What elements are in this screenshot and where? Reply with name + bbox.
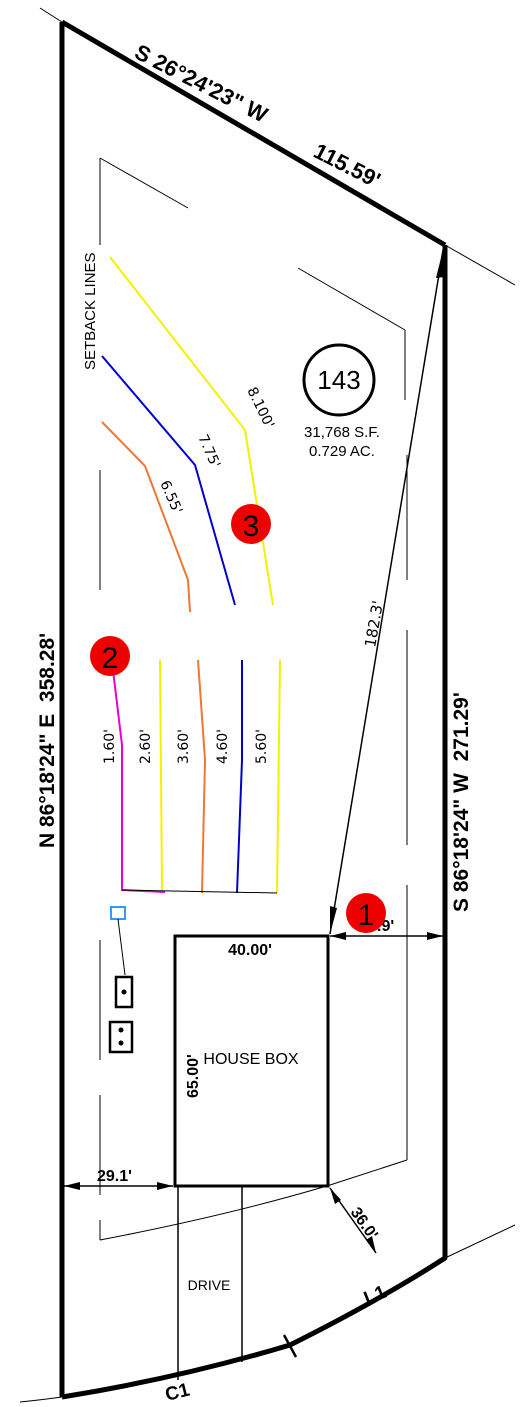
curve-break-tick [282, 1334, 298, 1358]
marker-2-circle [90, 636, 130, 676]
right-offset-arrow-right [427, 932, 443, 940]
setback-lines-label: SETBACK LINES [82, 252, 99, 370]
house-depth-label: 65.00' [185, 1054, 202, 1098]
right-offset-arrow-left [330, 932, 346, 940]
corner-offset-arrow-top [330, 1188, 341, 1204]
left-offset-arrow-right [157, 1182, 173, 1190]
boundary-north [60, 19, 447, 248]
left-offset-arrow-left [64, 1182, 80, 1190]
contour-label-3-60: 3.60' [176, 729, 192, 764]
bearing-top: S 26°24'23" W [131, 39, 272, 127]
marker-1-label: 1 [358, 899, 375, 932]
lot-area-sf: 31,768 S.F. [304, 424, 380, 441]
lot-number: 143 [317, 365, 360, 395]
utility-box-1-dot [121, 989, 127, 995]
lot-number-circle [302, 343, 376, 417]
contour-line-orange-lower [197, 659, 207, 894]
corner-offset-arrow-bottom [366, 1236, 376, 1253]
contour-line-magenta [112, 669, 166, 893]
marker-3-label: 3 [243, 510, 260, 543]
utility-box-2 [108, 1020, 134, 1054]
contour-line-blue-upper [101, 355, 236, 606]
bearing-right: S 86°18'24" W 271.29' [450, 692, 473, 912]
utility-connector [117, 918, 126, 976]
contour-line-yellow-upper [109, 256, 274, 606]
contour-line-orange-upper [101, 421, 191, 613]
contour-line-yellow-a [159, 659, 163, 891]
marker-2-label: 2 [102, 642, 119, 675]
contour-label-4-60: 4.60' [215, 729, 231, 764]
utility-box-2-dot-a [118, 1027, 124, 1033]
diagonal-dimension-label: 182.3' [361, 599, 387, 648]
diagonal-arrow-bottom [330, 906, 337, 934]
left-offset-label: 29.1' [97, 1168, 132, 1185]
bearing-left: N 86°18'24" E 358.28' [36, 633, 59, 848]
marker-1-circle [346, 893, 386, 933]
contour-line-yellow-b [276, 659, 281, 894]
house-box [173, 934, 330, 1188]
extension-lines [19, 7, 516, 1403]
lot-boundary [59, 19, 448, 1400]
contour-label-1-60: 1.60' [102, 729, 118, 764]
utility-box-2-dot-b [118, 1040, 124, 1046]
contour-label-7-75: 7.75' [194, 432, 223, 471]
contour-base-line [121, 889, 278, 894]
diagonal-dimension-line [329, 249, 444, 935]
curve-label: C1 [163, 1379, 192, 1405]
distance-top: 115.59' [310, 138, 385, 193]
contour-label-6-55: 6.55' [156, 478, 185, 517]
drive-label: DRIVE [188, 1277, 231, 1293]
corner-offset-label: 36.0' [347, 1205, 381, 1243]
contour-line-blue-lower [236, 660, 243, 894]
contour-label-8-100: 8.100' [243, 385, 277, 432]
lot-area-ac: 0.729 AC. [309, 443, 375, 460]
survey-marker-square [110, 906, 126, 920]
marker-3-circle [231, 504, 271, 544]
contour-label-2-60: 2.60' [138, 729, 154, 764]
setback-lines [99, 157, 408, 1241]
house-box-label: HOUSE BOX [203, 1051, 298, 1068]
diagonal-arrow-top [436, 250, 444, 278]
house-width-label: 40.00' [228, 942, 272, 959]
contour-label-5-60: 5.60' [254, 729, 270, 764]
